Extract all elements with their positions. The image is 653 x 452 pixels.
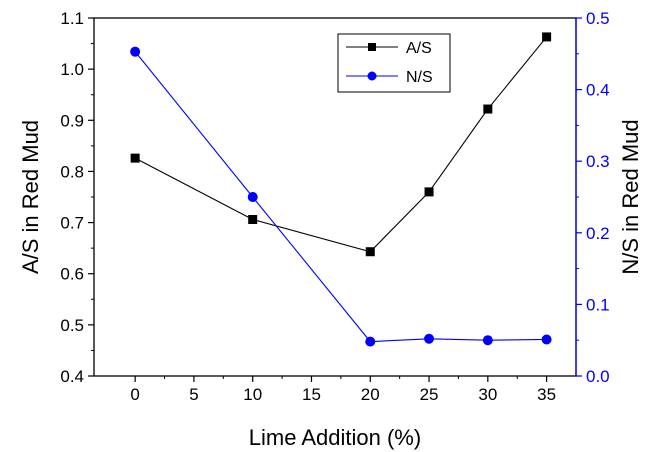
plot-area xyxy=(93,17,577,377)
series-line-a-s xyxy=(134,36,548,253)
axes-group: 0 5 10 15 20 25 30 35 0.4 0.5 0.6 0.7 0.8 0.9 1.0 1.1 0.… xyxy=(60,9,609,404)
series-group xyxy=(130,32,552,347)
data-point-a-s xyxy=(542,32,552,42)
x-tick-label: 20 xyxy=(361,385,380,404)
x-tick-label: 30 xyxy=(478,385,497,404)
y-left-tick-label: 1.1 xyxy=(60,9,84,28)
y-right-tick-label: 0.3 xyxy=(586,152,610,171)
y-left-tick-label: 0.6 xyxy=(60,265,84,284)
y-left-tick-label: 0.4 xyxy=(60,367,84,386)
series-line-n-s xyxy=(134,51,547,343)
y-left-axis-title: A/S in Red Mud xyxy=(18,120,43,274)
data-point-a-s xyxy=(248,215,258,225)
data-point-a-s xyxy=(483,104,493,114)
y-left-tick-label: 0.9 xyxy=(60,111,84,130)
data-point-n-s xyxy=(247,192,258,202)
data-point-n-s xyxy=(365,336,376,347)
x-tick-label: 35 xyxy=(537,385,556,404)
data-point-n-s xyxy=(130,46,141,57)
y-left-tick-label: 0.7 xyxy=(60,214,84,233)
y-left-tick-label: 1.0 xyxy=(60,60,84,79)
legend-marker-ns xyxy=(367,71,377,81)
data-point-a-s xyxy=(365,247,375,257)
x-tick-label: 25 xyxy=(420,385,439,404)
y-right-tick-label: 0.2 xyxy=(586,224,610,243)
x-tick-label: 10 xyxy=(243,385,262,404)
data-point-n-s xyxy=(482,335,493,346)
x-tick-label: 0 xyxy=(130,385,139,404)
legend-marker-as xyxy=(368,43,376,51)
data-point-a-s xyxy=(424,187,434,197)
data-point-n-s xyxy=(424,333,435,344)
x-tick-label: 15 xyxy=(302,385,321,404)
x-tick-label: 5 xyxy=(189,385,198,404)
x-axis-title: Lime Addition (%) xyxy=(249,425,421,450)
y-left-tick-label: 0.8 xyxy=(60,162,84,181)
y-right-tick-label: 0.4 xyxy=(586,81,610,100)
legend-label-ns: N/S xyxy=(406,69,433,86)
legend: A/S N/S xyxy=(337,33,451,93)
y-right-axis-title: N/S in Red Mud xyxy=(618,119,643,274)
legend-box xyxy=(337,33,451,93)
y-left-tick-label: 0.5 xyxy=(60,316,84,335)
legend-label-as: A/S xyxy=(406,40,432,57)
data-point-n-s xyxy=(541,334,552,345)
y-right-tick-label: 0.1 xyxy=(586,295,610,314)
y-right-tick-label: 0.5 xyxy=(586,9,610,28)
data-point-a-s xyxy=(130,153,140,163)
y-right-tick-label: 0.0 xyxy=(586,367,610,386)
